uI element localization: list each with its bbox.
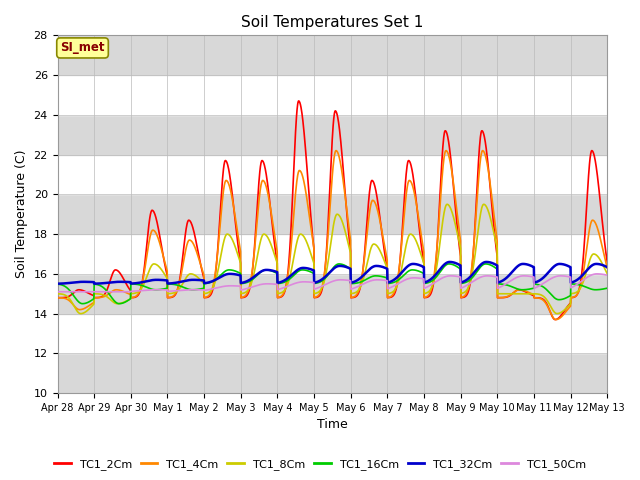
Bar — [58, 115, 607, 155]
Bar — [58, 194, 607, 234]
Bar — [58, 75, 607, 115]
Legend: TC1_2Cm, TC1_4Cm, TC1_8Cm, TC1_16Cm, TC1_32Cm, TC1_50Cm: TC1_2Cm, TC1_4Cm, TC1_8Cm, TC1_16Cm, TC1… — [49, 455, 591, 474]
Bar — [58, 313, 607, 353]
Title: Soil Temperatures Set 1: Soil Temperatures Set 1 — [241, 15, 424, 30]
Bar — [58, 274, 607, 313]
Y-axis label: Soil Temperature (C): Soil Temperature (C) — [15, 150, 28, 278]
Bar — [58, 36, 607, 75]
Bar — [58, 234, 607, 274]
Bar — [58, 155, 607, 194]
Bar — [58, 353, 607, 393]
X-axis label: Time: Time — [317, 419, 348, 432]
Text: SI_met: SI_met — [60, 41, 105, 54]
